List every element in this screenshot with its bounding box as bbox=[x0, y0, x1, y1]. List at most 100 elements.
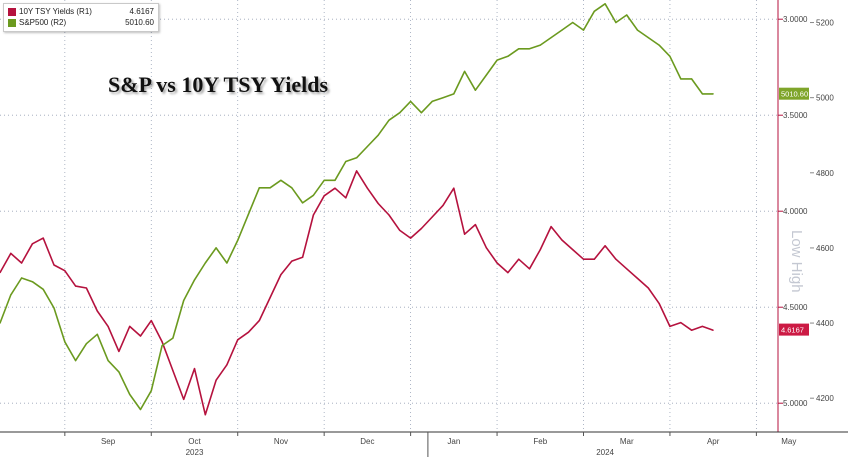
data-point-yield bbox=[528, 268, 531, 270]
x-tick-label: Mar bbox=[620, 437, 634, 446]
data-point-spx bbox=[161, 345, 163, 347]
data-point-yield bbox=[366, 187, 368, 189]
legend-swatch-spx bbox=[8, 18, 16, 27]
data-point-yield bbox=[215, 379, 217, 381]
data-point-yield bbox=[636, 277, 639, 279]
data-point-spx bbox=[118, 371, 120, 373]
data-point-spx bbox=[712, 93, 714, 95]
data-point-yield bbox=[453, 187, 455, 189]
data-point-spx bbox=[626, 14, 628, 16]
data-point-yield bbox=[183, 398, 185, 400]
data-point-yield bbox=[150, 320, 152, 322]
data-point-yield bbox=[64, 270, 66, 272]
data-point-yield bbox=[10, 252, 12, 254]
data-point-yield bbox=[388, 214, 390, 216]
data-point-yield bbox=[572, 249, 574, 251]
last-price-yield-text: 4.6167 bbox=[781, 326, 804, 335]
data-point-yield bbox=[21, 262, 23, 264]
data-point-spx bbox=[10, 294, 12, 296]
data-point-spx bbox=[507, 55, 509, 57]
data-point-yield bbox=[302, 256, 304, 258]
data-point-yield bbox=[323, 195, 325, 197]
data-point-yield bbox=[345, 197, 347, 199]
data-point-yield bbox=[507, 272, 509, 274]
data-point-spx bbox=[334, 179, 336, 181]
data-point-yield bbox=[0, 272, 1, 274]
x-tick-label: Feb bbox=[533, 437, 547, 446]
data-point-spx bbox=[21, 277, 23, 279]
data-point-yield bbox=[582, 258, 585, 260]
data-point-yield bbox=[485, 247, 487, 249]
r2-tick-label: 5200 bbox=[816, 19, 834, 28]
data-point-spx bbox=[701, 93, 704, 95]
legend-item-spx: S&P500 (R2) 5010.60 bbox=[8, 17, 154, 28]
data-point-yield bbox=[680, 322, 682, 324]
data-point-spx bbox=[129, 393, 131, 395]
data-point-spx bbox=[658, 44, 660, 46]
x-tick-label: May bbox=[781, 437, 796, 446]
legend-swatch-yield bbox=[8, 7, 16, 16]
data-point-yield bbox=[161, 341, 163, 343]
data-point-yield bbox=[139, 335, 142, 337]
data-point-yield bbox=[312, 214, 314, 216]
data-point-spx bbox=[366, 145, 368, 148]
data-point-yield bbox=[431, 216, 433, 218]
r1-tick-label: 3.5000 bbox=[783, 111, 808, 120]
data-point-yield bbox=[701, 325, 704, 327]
data-point-spx bbox=[431, 100, 433, 102]
data-point-yield bbox=[193, 368, 196, 370]
data-point-yield bbox=[410, 237, 412, 239]
data-point-spx bbox=[345, 160, 347, 163]
data-point-spx bbox=[550, 37, 552, 39]
r2-tick-label: 4400 bbox=[816, 319, 834, 328]
legend-value-spx: 5010.60 bbox=[125, 18, 154, 27]
data-point-yield bbox=[464, 233, 466, 235]
data-point-spx bbox=[193, 279, 196, 281]
year-label: 2024 bbox=[596, 448, 614, 457]
data-point-spx bbox=[107, 360, 109, 362]
data-point-yield bbox=[496, 262, 498, 264]
data-point-spx bbox=[31, 281, 33, 283]
data-point-yield bbox=[377, 202, 379, 205]
last-price-yield-box bbox=[779, 323, 809, 336]
data-point-spx bbox=[269, 187, 271, 189]
data-point-yield bbox=[658, 302, 660, 304]
data-point-spx bbox=[302, 202, 304, 204]
data-point-yield bbox=[172, 370, 174, 372]
data-point-spx bbox=[247, 213, 250, 215]
data-point-yield bbox=[118, 350, 120, 352]
data-point-yield bbox=[129, 325, 131, 327]
data-point-yield bbox=[42, 237, 44, 239]
data-point-spx bbox=[85, 343, 87, 345]
chart-title: S&P vs 10Y TSY Yields bbox=[108, 72, 329, 97]
r1-tick-label: 5.0000 bbox=[783, 399, 808, 408]
data-point-spx bbox=[323, 179, 325, 181]
data-point-spx bbox=[204, 262, 206, 264]
data-point-spx bbox=[669, 55, 671, 57]
data-point-yield bbox=[691, 329, 693, 331]
x-tick-label: Dec bbox=[360, 437, 374, 446]
x-tick-label: Oct bbox=[188, 437, 201, 446]
data-point-spx bbox=[291, 187, 293, 189]
data-point-yield bbox=[96, 310, 98, 312]
data-point-spx bbox=[0, 322, 1, 324]
data-point-spx bbox=[453, 93, 455, 95]
last-price-spx-box bbox=[779, 87, 809, 100]
legend-value-yield: 4.6167 bbox=[129, 7, 154, 16]
x-tick-label: Sep bbox=[101, 437, 116, 446]
data-point-spx bbox=[593, 10, 595, 12]
low-high-watermark: Low High bbox=[788, 230, 805, 293]
data-point-yield bbox=[647, 287, 649, 289]
data-point-spx bbox=[215, 247, 217, 249]
data-point-spx bbox=[496, 59, 498, 61]
data-point-spx bbox=[183, 299, 185, 302]
data-point-yield bbox=[561, 239, 563, 241]
data-point-spx bbox=[312, 194, 314, 196]
x-tick-label: Apr bbox=[707, 437, 720, 446]
last-price-spx-text: 5010.60 bbox=[781, 90, 808, 99]
data-point-yield bbox=[237, 339, 239, 341]
data-point-spx bbox=[388, 119, 390, 121]
data-point-spx bbox=[53, 307, 55, 309]
data-point-spx bbox=[647, 37, 649, 39]
data-point-spx bbox=[410, 100, 412, 102]
